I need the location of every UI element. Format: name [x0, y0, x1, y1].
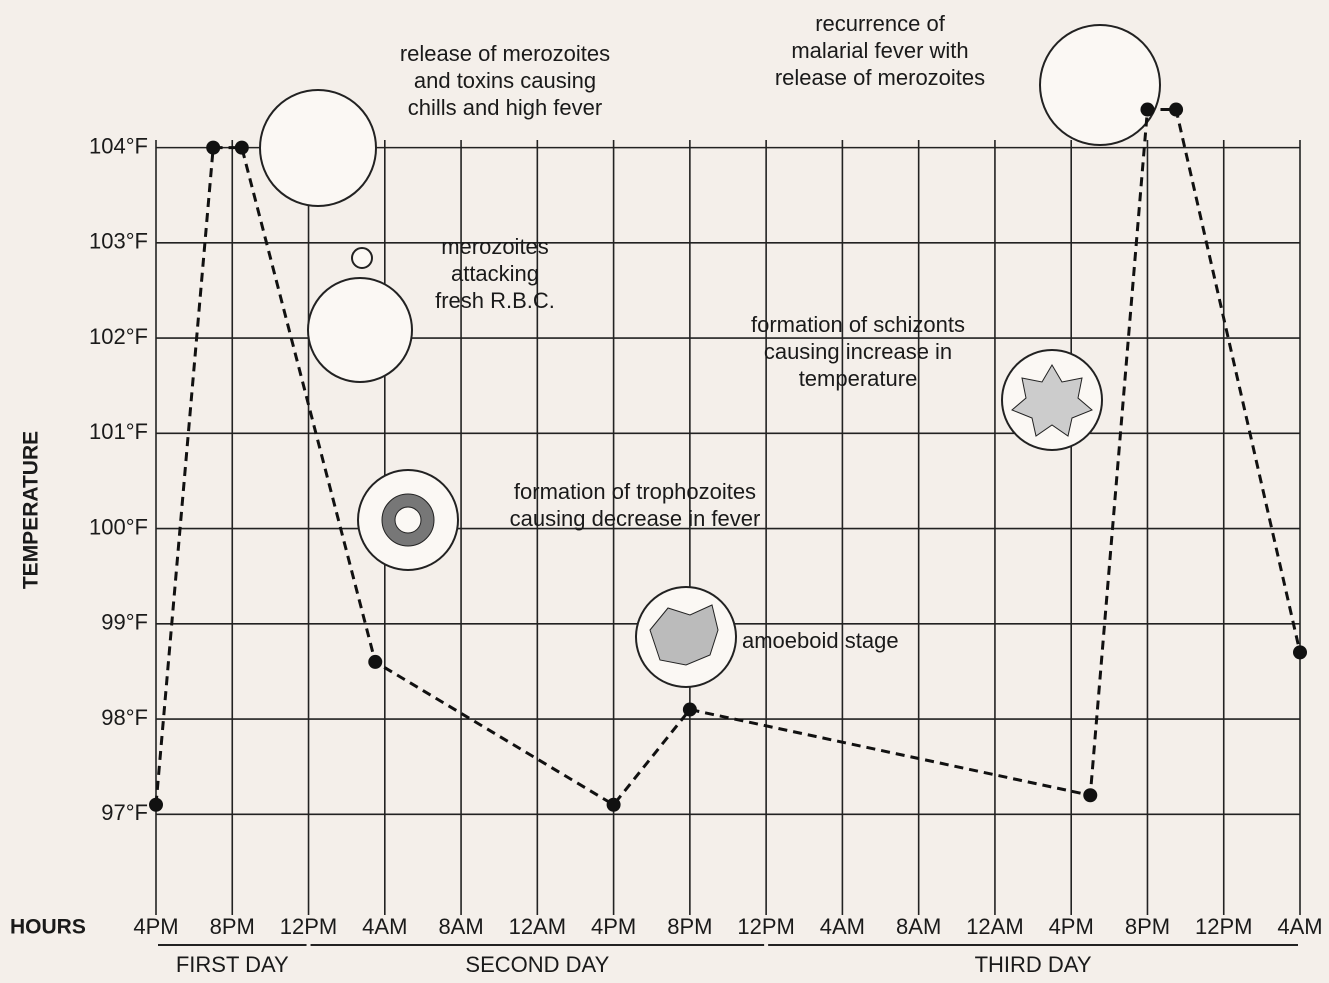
- annotation: attacking: [451, 261, 539, 286]
- schizont: [1011, 364, 1093, 437]
- temperature-line: [154, 108, 1302, 807]
- x-tick-label: 8AM: [438, 914, 483, 939]
- y-tick-label: 102°F: [89, 324, 148, 349]
- y-tick-label: 97°F: [101, 800, 148, 825]
- data-point: [682, 702, 697, 717]
- x-axis-label: HOURS: [10, 916, 86, 939]
- annotation: chills and high fever: [408, 95, 602, 120]
- data-point: [1293, 645, 1307, 660]
- illustration: [259, 89, 377, 207]
- data-point: [149, 797, 163, 812]
- y-axis-label: TEMPERATURE: [20, 431, 43, 589]
- x-tick-label: 4AM: [362, 914, 407, 939]
- day-label: THIRD DAY: [975, 952, 1092, 977]
- x-tick-label: 8PM: [210, 914, 255, 939]
- merozoite: [351, 247, 373, 269]
- y-tick-label: 103°F: [89, 229, 148, 254]
- annotation: and toxins causing: [414, 68, 596, 93]
- day-label: FIRST DAY: [176, 952, 289, 977]
- illustration: [307, 277, 413, 383]
- day-label: SECOND DAY: [465, 952, 609, 977]
- annotation: temperature: [799, 366, 918, 391]
- y-tick-label: 104°F: [89, 133, 148, 158]
- annotation: recurrence of: [815, 11, 946, 36]
- x-tick-label: 4PM: [1049, 914, 1094, 939]
- y-tick-label: 101°F: [89, 419, 148, 444]
- annotation: causing increase in: [764, 339, 952, 364]
- data-point: [606, 797, 621, 812]
- annotation: formation of schizonts: [751, 312, 965, 337]
- annotation: causing decrease in fever: [510, 506, 761, 531]
- annotation: merozoites: [441, 234, 549, 259]
- x-tick-label: 4PM: [591, 914, 636, 939]
- x-tick-label: 4PM: [133, 914, 178, 939]
- illustration: [1039, 24, 1161, 146]
- y-tick-label: 98°F: [101, 705, 148, 730]
- x-tick-label: 8PM: [667, 914, 712, 939]
- x-tick-label: 12AM: [509, 914, 566, 939]
- vacuole: [394, 506, 422, 534]
- data-point: [1083, 788, 1098, 803]
- x-tick-label: 12AM: [966, 914, 1023, 939]
- data-point: [1140, 102, 1155, 117]
- annotation: fresh R.B.C.: [435, 288, 555, 313]
- data-point: [234, 140, 249, 155]
- x-tick-label: 4AM: [1277, 914, 1322, 939]
- data-point: [1169, 102, 1184, 117]
- annotation: malarial fever with: [791, 38, 968, 63]
- annotation: amoeboid stage: [742, 628, 899, 653]
- x-tick-label: 12PM: [280, 914, 337, 939]
- data-point: [368, 654, 383, 669]
- x-tick-label: 12PM: [1195, 914, 1252, 939]
- annotation: release of merozoites: [775, 65, 985, 90]
- x-tick-label: 8PM: [1125, 914, 1170, 939]
- x-tick-label: 4AM: [820, 914, 865, 939]
- y-tick-label: 100°F: [89, 514, 148, 539]
- annotation: release of merozoites: [400, 41, 610, 66]
- annotation: formation of trophozoites: [514, 479, 756, 504]
- amoeba: [649, 604, 719, 666]
- x-tick-label: 12PM: [737, 914, 794, 939]
- data-point: [206, 140, 221, 155]
- y-tick-label: 99°F: [101, 610, 148, 635]
- x-tick-label: 8AM: [896, 914, 941, 939]
